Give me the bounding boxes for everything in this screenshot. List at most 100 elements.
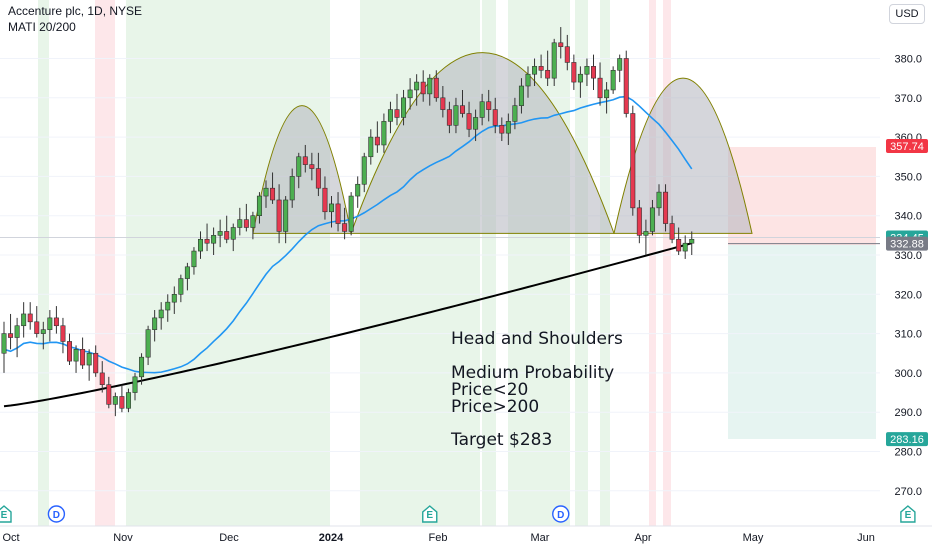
candle-body-86 xyxy=(564,46,570,63)
candle-body-44 xyxy=(289,176,295,201)
y-tick-370: 370.0 xyxy=(894,93,922,105)
candle-body-102 xyxy=(669,223,675,240)
candle-body-64 xyxy=(420,81,426,95)
y-tick-340: 340.0 xyxy=(894,211,922,223)
band-0 xyxy=(38,0,49,526)
candle-body-69 xyxy=(453,105,459,126)
candle-body-17 xyxy=(112,396,118,405)
y-tick-330: 330.0 xyxy=(894,250,922,262)
candle-body-83 xyxy=(545,69,551,79)
candle-body-105 xyxy=(689,238,695,244)
x-label-2024: 2024 xyxy=(319,532,344,544)
candle-body-97 xyxy=(636,207,642,236)
candle-body-71 xyxy=(466,113,472,130)
candle-body-77 xyxy=(505,121,511,134)
candle-body-66 xyxy=(433,77,439,99)
y-tick-350: 350.0 xyxy=(894,171,922,183)
candle-body-72 xyxy=(473,117,479,130)
candle-body-10 xyxy=(67,341,73,362)
candle-body-87 xyxy=(571,62,577,83)
x-label-Mar: Mar xyxy=(531,532,550,544)
event-markers: EDEDED xyxy=(0,505,916,523)
candle-body-37 xyxy=(243,219,249,228)
candle-body-53 xyxy=(348,195,354,232)
candle-body-28 xyxy=(184,266,190,279)
x-label-Dec: Dec xyxy=(219,532,239,544)
candle-body-82 xyxy=(538,66,544,71)
candle-body-16 xyxy=(106,384,112,405)
candle-body-15 xyxy=(99,372,105,385)
candles xyxy=(1,27,695,417)
probability-label: Medium Probability xyxy=(451,363,615,383)
earnings-icon-0 xyxy=(0,505,12,523)
candle-body-63 xyxy=(414,81,420,91)
event-label-0: E xyxy=(1,510,8,521)
candle-body-93 xyxy=(610,69,616,91)
candle-body-61 xyxy=(401,97,407,118)
price-axis: 270.0 280.0 290.0 300.0 310.0 320.0 330.0 340.0… xyxy=(886,54,928,498)
band-6 xyxy=(575,0,588,526)
candle-body-92 xyxy=(604,89,610,99)
candle-body-11 xyxy=(73,349,79,362)
x-label-Apr: Apr xyxy=(634,532,651,544)
event-label-4: E xyxy=(905,510,912,521)
candle-body-33 xyxy=(217,231,223,236)
target-zone xyxy=(728,245,876,439)
candle-body-34 xyxy=(224,231,230,240)
event-label-2: E xyxy=(426,510,433,521)
candle-body-89 xyxy=(584,66,590,75)
candle-body-48 xyxy=(315,168,321,189)
price-label-bg-3 xyxy=(886,432,928,447)
candle-body-40 xyxy=(263,187,269,197)
x-label-Jun: Jun xyxy=(857,532,875,544)
candle-body-60 xyxy=(394,109,400,118)
y-tick-290: 290.0 xyxy=(894,407,922,419)
candle-body-12 xyxy=(80,349,86,366)
candle-body-21 xyxy=(139,356,145,378)
candle-body-100 xyxy=(656,191,662,209)
candle-body-42 xyxy=(276,199,282,232)
ma20-line xyxy=(3,95,693,374)
y-tick-320: 320.0 xyxy=(894,289,922,301)
candle-body-14 xyxy=(93,352,99,374)
candle-body-104 xyxy=(682,242,688,252)
candle-body-79 xyxy=(518,85,524,106)
band-7 xyxy=(600,0,610,526)
time-axis: Oct Nov Dec 2024 Feb Mar Apr May Jun xyxy=(0,525,932,544)
candle-body-0 xyxy=(1,333,7,354)
candle-body-45 xyxy=(296,156,302,177)
risk-reward-zones xyxy=(728,147,876,439)
candle-body-90 xyxy=(590,66,596,79)
candle-body-2 xyxy=(14,325,20,338)
currency-button[interactable]: USD xyxy=(889,4,925,24)
candle-body-46 xyxy=(302,156,308,165)
candle-body-30 xyxy=(198,238,204,252)
price-label-bg-0 xyxy=(886,138,928,153)
band-8 xyxy=(649,0,656,526)
candle-body-85 xyxy=(558,42,564,48)
band-2 xyxy=(126,0,330,526)
candle-body-13 xyxy=(86,352,92,366)
band-1 xyxy=(95,0,115,526)
y-tick-380: 380.0 xyxy=(894,54,922,66)
candle-body-57 xyxy=(374,136,380,146)
candle-body-75 xyxy=(492,109,498,126)
x-label-Feb: Feb xyxy=(429,532,448,544)
y-tick-310: 310.0 xyxy=(894,329,922,341)
candle-body-94 xyxy=(617,58,623,71)
candle-body-27 xyxy=(178,278,184,295)
candle-body-8 xyxy=(53,317,59,327)
candle-body-88 xyxy=(577,73,583,83)
candle-body-81 xyxy=(532,66,538,75)
candle-body-98 xyxy=(643,231,649,236)
condition-ma20-label: Price<20 xyxy=(451,380,529,400)
candle-body-39 xyxy=(256,195,262,217)
candle-body-73 xyxy=(479,101,485,118)
condition-ma200-label: Price>200 xyxy=(451,397,540,417)
candle-body-80 xyxy=(525,73,531,87)
candle-body-65 xyxy=(427,77,433,95)
candle-body-41 xyxy=(270,187,276,201)
candle-body-25 xyxy=(165,301,171,311)
dividend-icon-1 xyxy=(47,505,66,523)
